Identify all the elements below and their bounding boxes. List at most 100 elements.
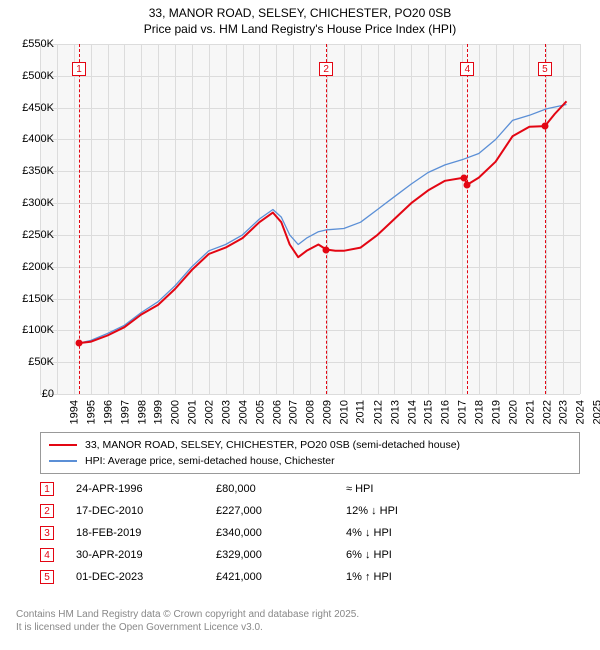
- legend-label: 33, MANOR ROAD, SELSEY, CHICHESTER, PO20…: [85, 439, 460, 451]
- event-date: 17-DEC-2010: [76, 505, 216, 517]
- y-axis-label: £200K: [22, 261, 54, 273]
- event-number: 3: [40, 526, 54, 540]
- legend-swatch: [49, 444, 77, 446]
- event-diff: 1% ↑ HPI: [346, 571, 476, 583]
- x-axis-label: 2002: [203, 400, 215, 424]
- event-row: 3 18-FEB-2019£340,0004% ↓ HPI: [40, 522, 580, 544]
- event-price: £80,000: [216, 483, 346, 495]
- x-axis-label: 1996: [102, 400, 114, 424]
- grid-line-v: [462, 44, 463, 394]
- grid-line-v: [378, 44, 379, 394]
- event-table: 1 24-APR-1996£80,000≈ HPI 2 17-DEC-2010£227…: [40, 478, 580, 588]
- x-axis-label: 2025: [592, 400, 600, 424]
- x-axis-label: 2003: [220, 400, 232, 424]
- grid-line-v: [57, 44, 58, 394]
- y-axis-label: £550K: [22, 38, 54, 50]
- event-date: 24-APR-1996: [76, 483, 216, 495]
- event-number: 1: [40, 482, 54, 496]
- event-marker-number: 4: [460, 62, 474, 76]
- title-block: 33, MANOR ROAD, SELSEY, CHICHESTER, PO20…: [0, 0, 600, 39]
- grid-line-v: [276, 44, 277, 394]
- data-marker: [541, 123, 548, 130]
- event-price: £421,000: [216, 571, 346, 583]
- x-axis-label: 2007: [288, 400, 300, 424]
- event-diff: ≈ HPI: [346, 483, 476, 495]
- grid-line-v: [293, 44, 294, 394]
- event-diff: 12% ↓ HPI: [346, 505, 476, 517]
- grid-line-v: [580, 44, 581, 394]
- x-axis-label: 2014: [406, 400, 418, 424]
- grid-line-v: [192, 44, 193, 394]
- event-marker-line: [467, 44, 468, 394]
- y-axis-label: £450K: [22, 102, 54, 114]
- x-axis-label: 1994: [68, 400, 80, 424]
- x-axis-label: 2001: [187, 400, 199, 424]
- grid-line-v: [209, 44, 210, 394]
- grid-line-v: [40, 44, 41, 394]
- x-axis-label: 2008: [305, 400, 317, 424]
- event-number: 4: [40, 548, 54, 562]
- grid-line-v: [243, 44, 244, 394]
- grid-line-v: [496, 44, 497, 394]
- legend-box: 33, MANOR ROAD, SELSEY, CHICHESTER, PO20…: [40, 432, 580, 474]
- grid-line-v: [529, 44, 530, 394]
- grid-line-v: [108, 44, 109, 394]
- x-axis-label: 2004: [237, 400, 249, 424]
- grid-line-v: [310, 44, 311, 394]
- event-row: 501-DEC-2023£421,0001% ↑ HPI: [40, 566, 580, 588]
- x-axis-label: 2005: [254, 400, 266, 424]
- legend-row: 33, MANOR ROAD, SELSEY, CHICHESTER, PO20…: [49, 437, 571, 453]
- y-axis-label: £100K: [22, 324, 54, 336]
- x-axis-label: 2019: [490, 400, 502, 424]
- event-marker-number: 1: [72, 62, 86, 76]
- y-axis-label: £400K: [22, 133, 54, 145]
- x-axis-label: 2022: [541, 400, 553, 424]
- event-date: 01-DEC-2023: [76, 571, 216, 583]
- event-number: 2: [40, 504, 54, 518]
- event-row: 1 24-APR-1996£80,000≈ HPI: [40, 478, 580, 500]
- grid-line-v: [158, 44, 159, 394]
- legend-swatch: [49, 460, 77, 461]
- x-axis-label: 2000: [170, 400, 182, 424]
- grid-line-v: [91, 44, 92, 394]
- y-axis-label: £500K: [22, 70, 54, 82]
- legend-label: HPI: Average price, semi-detached house,…: [85, 455, 335, 467]
- grid-line-v: [411, 44, 412, 394]
- event-row: 2 17-DEC-2010£227,00012% ↓ HPI: [40, 500, 580, 522]
- x-axis-label: 2020: [507, 400, 519, 424]
- event-date: 18-FEB-2019: [76, 527, 216, 539]
- footer-attribution: Contains HM Land Registry data © Crown c…: [16, 608, 359, 634]
- grid-line-v: [394, 44, 395, 394]
- x-axis-label: 1995: [85, 400, 97, 424]
- grid-line-v: [124, 44, 125, 394]
- event-diff: 4% ↓ HPI: [346, 527, 476, 539]
- x-axis-label: 2015: [423, 400, 435, 424]
- event-date: 30-APR-2019: [76, 549, 216, 561]
- data-marker: [323, 246, 330, 253]
- x-axis-label: 2021: [524, 400, 536, 424]
- chart-container: 33, MANOR ROAD, SELSEY, CHICHESTER, PO20…: [0, 0, 600, 650]
- event-marker-number: 5: [538, 62, 552, 76]
- x-axis-label: 2024: [575, 400, 587, 424]
- grid-line-v: [513, 44, 514, 394]
- x-axis-label: 1998: [136, 400, 148, 424]
- x-axis-label: 2006: [271, 400, 283, 424]
- grid-line-v: [428, 44, 429, 394]
- grid-line-v: [344, 44, 345, 394]
- footer-line-2: It is licensed under the Open Government…: [16, 621, 359, 634]
- event-price: £227,000: [216, 505, 346, 517]
- y-axis-label: £300K: [22, 197, 54, 209]
- grid-line-v: [259, 44, 260, 394]
- y-axis-label: £350K: [22, 165, 54, 177]
- y-axis-label: £50K: [28, 356, 54, 368]
- grid-line-v: [226, 44, 227, 394]
- x-axis-label: 2017: [457, 400, 469, 424]
- x-axis-label: 1997: [119, 400, 131, 424]
- grid-line-v: [361, 44, 362, 394]
- event-price: £340,000: [216, 527, 346, 539]
- chart-area: 1245: [40, 44, 580, 394]
- title-line-2: Price paid vs. HM Land Registry's House …: [0, 22, 600, 38]
- grid-line-h: [40, 394, 580, 395]
- title-line-1: 33, MANOR ROAD, SELSEY, CHICHESTER, PO20…: [0, 6, 600, 22]
- x-axis-label: 2011: [355, 400, 367, 424]
